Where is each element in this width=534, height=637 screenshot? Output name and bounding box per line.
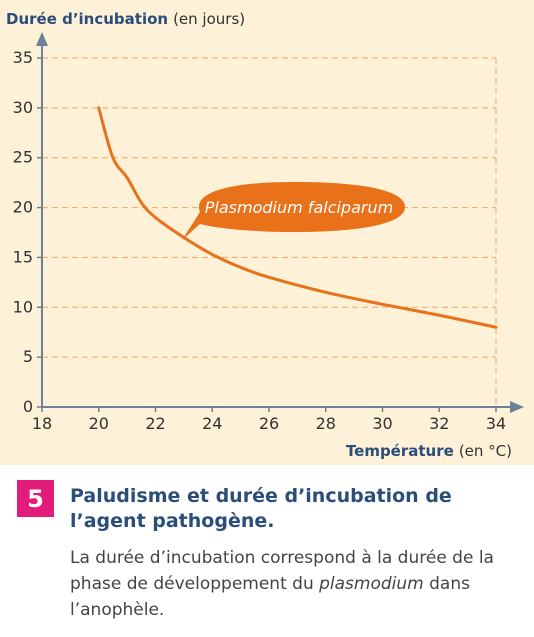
figure-caption-title: Paludisme et durée d’incubation de l’age… [70,485,452,532]
y-tick-label: 10 [13,297,33,316]
caption-body-text-2: dans l’anophèle. [70,574,470,620]
x-tick-label: 18 [32,414,52,433]
x-tick-label: 20 [89,414,109,433]
y-axis-title-unit: (en jours) [173,10,245,28]
y-axis-arrow-icon [36,32,48,46]
caption-body-italic: plasmodium [319,574,424,594]
caption-body-text-1: La durée d’incubation correspond à la du… [70,548,494,594]
axis-layer [36,32,524,413]
figure-caption-body: La durée d’incubation correspond à la du… [70,545,525,623]
y-tick-label: 35 [13,48,33,67]
x-axis-arrow-icon [510,401,524,413]
x-tick-label: 30 [372,414,392,433]
x-tick-label: 22 [145,414,165,433]
figure-number-badge: 5 [17,480,54,517]
y-axis-title-main: Durée d’incubation [6,10,168,28]
x-tick-label: 34 [486,414,506,433]
y-tick-label: 25 [13,148,33,167]
x-tick-label: 28 [316,414,336,433]
x-tick-label: 26 [259,414,279,433]
x-axis-title-unit: (en °C) [459,442,512,460]
callout-bubble [182,182,405,240]
x-axis-title: Température (en °C) [346,442,512,460]
y-tick-label: 15 [13,247,33,266]
grid-layer [42,57,497,407]
x-tick-label: 24 [202,414,222,433]
series-line [97,106,498,329]
callout-label: Plasmodium falciparum [205,198,393,217]
y-tick-label: 20 [13,198,33,217]
x-tick-label: 32 [429,414,449,433]
y-tick-label: 0 [23,397,33,416]
y-tick-label: 5 [23,347,33,366]
incubation-chart: 0 5 10 15 20 25 30 35 18 20 22 24 26 28 30 32 34 Durée d… [6,10,524,460]
series-layer [97,106,498,329]
x-axis-title-main: Température [346,442,454,460]
tick-layer: 0 5 10 15 20 25 30 35 18 20 22 24 26 28 30 32 34 [13,48,507,433]
chart-panel: 0 5 10 15 20 25 30 35 18 20 22 24 26 28 30 32 34 Durée d… [0,0,534,465]
y-axis-title: Durée d’incubation (en jours) [6,10,245,28]
series-callout: Plasmodium falciparum [182,182,405,240]
y-tick-label: 30 [13,98,33,117]
